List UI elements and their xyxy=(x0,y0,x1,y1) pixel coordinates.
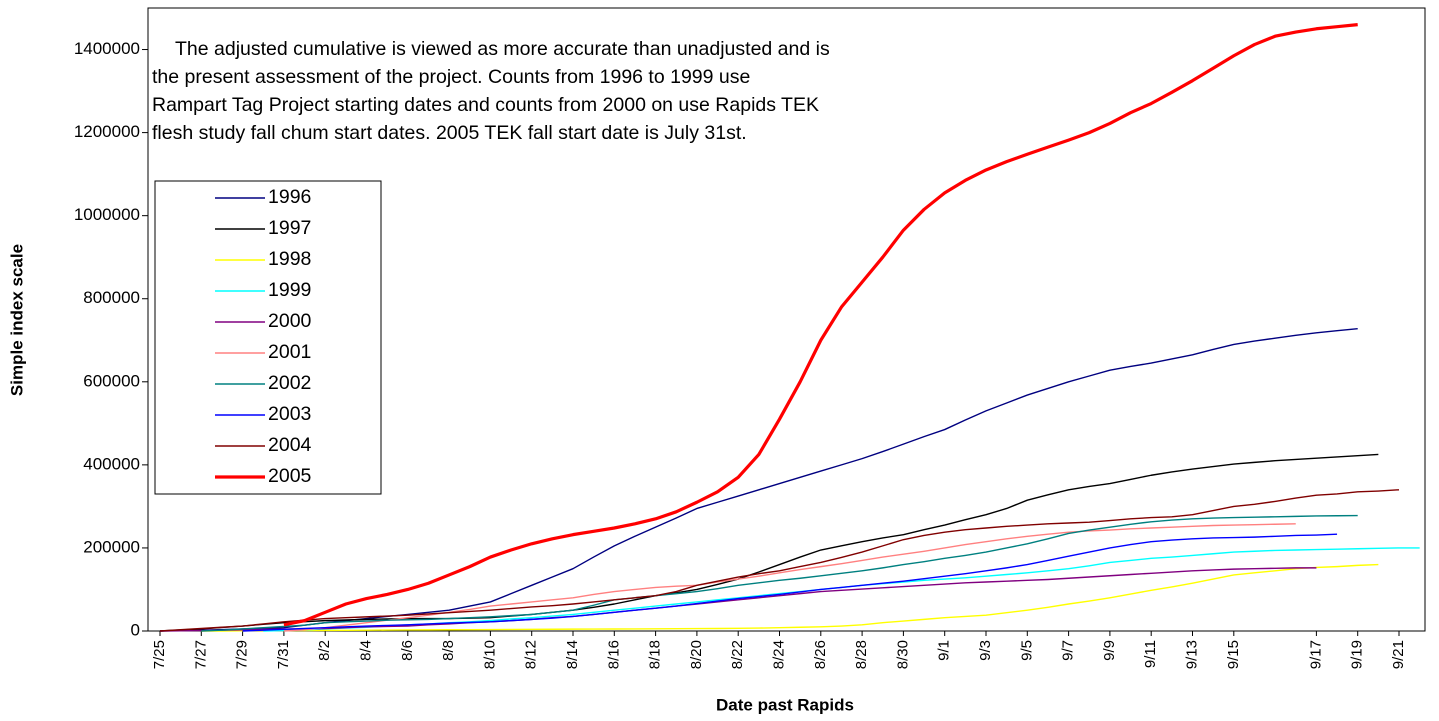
x-tick-label: 8/2 xyxy=(316,640,333,661)
series-line xyxy=(201,563,1379,632)
y-tick-label: 1200000 xyxy=(74,122,140,141)
legend-box xyxy=(154,180,382,495)
legend-label: 2000 xyxy=(268,310,312,332)
y-tick-label: 400000 xyxy=(83,454,140,473)
x-tick-label: 9/13 xyxy=(1183,640,1200,669)
series-line xyxy=(283,23,1358,627)
x-tick-label: 8/16 xyxy=(605,640,622,669)
legend-label: 2005 xyxy=(268,465,312,487)
y-tick-label: 600000 xyxy=(83,371,140,390)
plot-border xyxy=(147,7,1426,632)
series-line xyxy=(159,489,1400,632)
x-tick-label: 8/12 xyxy=(523,640,540,669)
x-tick-label: 9/3 xyxy=(977,640,994,661)
x-tick-label: 8/14 xyxy=(564,640,581,669)
x-tick-label: 9/17 xyxy=(1307,640,1324,669)
annotation-line: Rampart Tag Project starting dates and c… xyxy=(152,94,819,116)
legend-label: 2002 xyxy=(268,372,311,394)
x-tick-label: 9/11 xyxy=(1142,640,1159,668)
x-tick-label: 7/29 xyxy=(234,640,251,669)
legend-label: 2001 xyxy=(268,341,311,363)
legend-label: 1998 xyxy=(268,248,311,270)
series-line xyxy=(159,453,1379,632)
x-tick-label: 8/20 xyxy=(688,640,705,669)
x-tick-label: 8/26 xyxy=(812,640,829,669)
legend-label: 1997 xyxy=(268,217,311,239)
x-tick-label: 9/21 xyxy=(1390,640,1407,669)
annotation-line: The adjusted cumulative is viewed as mor… xyxy=(175,38,830,60)
x-tick-label: 8/30 xyxy=(894,640,911,669)
x-tick-label: 8/22 xyxy=(729,640,746,669)
legend-label: 2004 xyxy=(268,434,312,456)
x-tick-label: 9/7 xyxy=(1060,640,1077,661)
series-line xyxy=(159,567,1317,632)
x-tick-label: 9/5 xyxy=(1018,640,1035,661)
x-axis-title: Date past Rapids xyxy=(716,695,854,714)
series-line xyxy=(201,514,1358,632)
x-tick-label: 7/31 xyxy=(275,640,292,669)
x-tick-label: 9/15 xyxy=(1225,640,1242,669)
legend-label: 2003 xyxy=(268,403,311,425)
x-tick-label: 8/8 xyxy=(440,640,457,661)
y-tick-label: 0 xyxy=(131,620,140,639)
x-tick-label: 8/24 xyxy=(770,640,787,669)
x-tick-label: 8/4 xyxy=(357,640,374,661)
y-tick-label: 800000 xyxy=(83,288,140,307)
annotation-line: flesh study fall chum start dates. 2005 … xyxy=(152,122,747,144)
series-line xyxy=(283,523,1296,632)
x-tick-label: 7/27 xyxy=(192,640,209,669)
x-tick-label: 9/1 xyxy=(936,640,953,661)
x-tick-label: 9/19 xyxy=(1349,640,1366,669)
series-line xyxy=(242,533,1338,632)
y-tick-label: 200000 xyxy=(83,537,140,556)
annotation: The adjusted cumulative is viewed as mor… xyxy=(152,38,830,144)
x-tick-label: 8/18 xyxy=(647,640,664,669)
legend-label: 1996 xyxy=(268,186,311,208)
plot-area: 0 200000 400000 600000 800000 1000000 1200000 1… xyxy=(74,7,1426,669)
x-tick-label: 8/6 xyxy=(399,640,416,661)
x-tick-label: 9/9 xyxy=(1101,640,1118,661)
y-tick-label: 1400000 xyxy=(74,39,140,58)
legend-label: 1999 xyxy=(268,279,311,301)
y-tick-label: 1000000 xyxy=(74,205,140,224)
legend: 1996 1997 1998 1999 2000 2001 2002 2003 2004 2005 xyxy=(154,180,382,495)
x-tick-label: 7/25 xyxy=(151,640,168,669)
annotation-line: the present assessment of the project. C… xyxy=(152,66,750,88)
y-axis-title: Simple index scale xyxy=(7,244,26,396)
x-tick-label: 8/28 xyxy=(853,640,870,669)
x-tick-label: 8/10 xyxy=(481,640,498,669)
